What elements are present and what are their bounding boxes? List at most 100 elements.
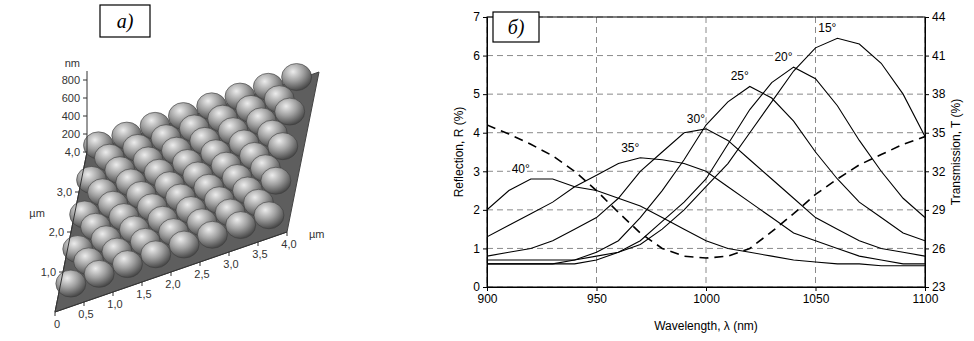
y-tick-label: 6 [473, 49, 480, 63]
y-axis-title: µm [29, 207, 45, 219]
x-axis-title: Wavelength, λ (nm) [654, 319, 758, 333]
y-tick: 3 [473, 165, 487, 179]
x-tick: 950 [587, 287, 607, 306]
bump [275, 98, 305, 125]
x-tick-label: 3,5 [252, 248, 267, 260]
y-tick: 7 [473, 10, 487, 24]
series-lines [487, 38, 925, 266]
x-tick-mark [597, 287, 598, 291]
bump [268, 133, 298, 160]
figure: 00,51,01,52,02,53,03,54,0µm1,02,03,04,0µ… [0, 0, 974, 341]
panel-b: 9009501000105011000123456723262932353841… [452, 10, 963, 333]
y2-axis: 23 26 29 32 35 38 41 44 [925, 10, 946, 294]
x-tick-mark [816, 287, 817, 291]
y2-tick-label: 23 [932, 280, 946, 294]
y-grid-line [487, 94, 925, 95]
y2-axis-title: Transmission, T (%) [949, 99, 963, 205]
y-axis-title: Reflection, R (%) [452, 107, 466, 198]
y-tick-label: 1,0 [41, 266, 56, 278]
surface-bumps [56, 64, 312, 298]
x-tick [229, 252, 230, 256]
y2-tick-label: 26 [932, 242, 946, 256]
y-tick: 0 [473, 280, 487, 294]
y2-tick: 29 [925, 203, 946, 217]
panel-letter: б) [508, 16, 525, 39]
series-label: 35° [621, 141, 639, 155]
reflection-line [487, 86, 925, 260]
x-tick [84, 302, 85, 306]
z-tick [83, 134, 87, 135]
reflection-line [487, 67, 925, 264]
y-tick [83, 152, 87, 153]
bump [226, 212, 256, 239]
y2-tick-mark [925, 210, 929, 211]
bump [261, 167, 291, 194]
y2-tick: 41 [925, 49, 946, 63]
x-tick-label: 950 [587, 292, 607, 306]
y-tick: 4 [473, 126, 487, 140]
y2-tick: 32 [925, 165, 946, 179]
bump [254, 202, 284, 229]
surface-base [55, 72, 319, 312]
y-tick-mark [483, 171, 487, 172]
y-tick-label: 2 [473, 203, 480, 217]
y2-tick-mark [925, 248, 929, 249]
panel-letter-box [493, 12, 539, 42]
x-tick [200, 262, 201, 266]
x-tick: 1050 [803, 287, 830, 306]
series-label: 40° [512, 162, 530, 176]
x-axis-title: µm [309, 228, 325, 240]
y-tick-label: 0 [473, 280, 480, 294]
reflection-line [487, 38, 925, 264]
y-tick-label: 5 [473, 87, 480, 101]
y2-tick: 35 [925, 126, 946, 140]
y-tick: 1 [473, 242, 487, 256]
x-tick-label: 1,0 [107, 298, 122, 310]
series-label: 20° [774, 50, 792, 64]
y-tick-mark [483, 94, 487, 95]
bump [84, 260, 114, 287]
y2-tick: 38 [925, 87, 946, 101]
y2-tick-mark [925, 287, 929, 288]
x-tick-label: 0,5 [78, 308, 93, 320]
plot-frame [487, 17, 925, 287]
x-tick [113, 292, 114, 296]
bump [112, 251, 142, 278]
y-tick-label: 4 [473, 126, 480, 140]
z-axis-title: nm [65, 57, 80, 69]
y-grid-line [487, 132, 925, 133]
y2-tick: 44 [925, 10, 946, 24]
y-tick-mark [483, 210, 487, 211]
x-tick-mark [706, 287, 707, 291]
z-axis-line [87, 71, 88, 152]
panel-letter-box [100, 5, 150, 37]
x-tick-label: 1050 [803, 292, 830, 306]
bump [169, 231, 199, 258]
series-label: 15° [818, 21, 836, 35]
y2-tick: 23 [925, 280, 946, 294]
y-grid-line [487, 55, 925, 56]
x-tick: 900 [477, 287, 497, 306]
x-tick-label: 3,0 [223, 258, 238, 270]
reflection-line [487, 129, 925, 256]
x-axis: 900950100010501100 [477, 287, 938, 306]
x-tick [142, 282, 143, 286]
y-tick-mark [483, 248, 487, 249]
x-axis-line [55, 232, 287, 312]
x-tick-label: 4,0 [281, 238, 296, 250]
bump [197, 221, 227, 248]
y-tick-mark [483, 287, 487, 288]
series-labels: 15°20°25°30°35°40° [512, 21, 837, 176]
y2-tick-label: 35 [932, 126, 946, 140]
y2-tick-mark [925, 94, 929, 95]
reflection-line [487, 158, 925, 264]
y-tick-mark [483, 17, 487, 18]
y-tick [59, 272, 63, 273]
y-axis: 0 1 2 3 4 5 6 7 [473, 10, 487, 294]
y2-tick-label: 41 [932, 49, 946, 63]
y-grid-line [487, 209, 925, 210]
y2-tick: 26 [925, 242, 946, 256]
series-label: 25° [731, 69, 749, 83]
x-tick: 1000 [693, 287, 720, 306]
z-tick [83, 80, 87, 81]
